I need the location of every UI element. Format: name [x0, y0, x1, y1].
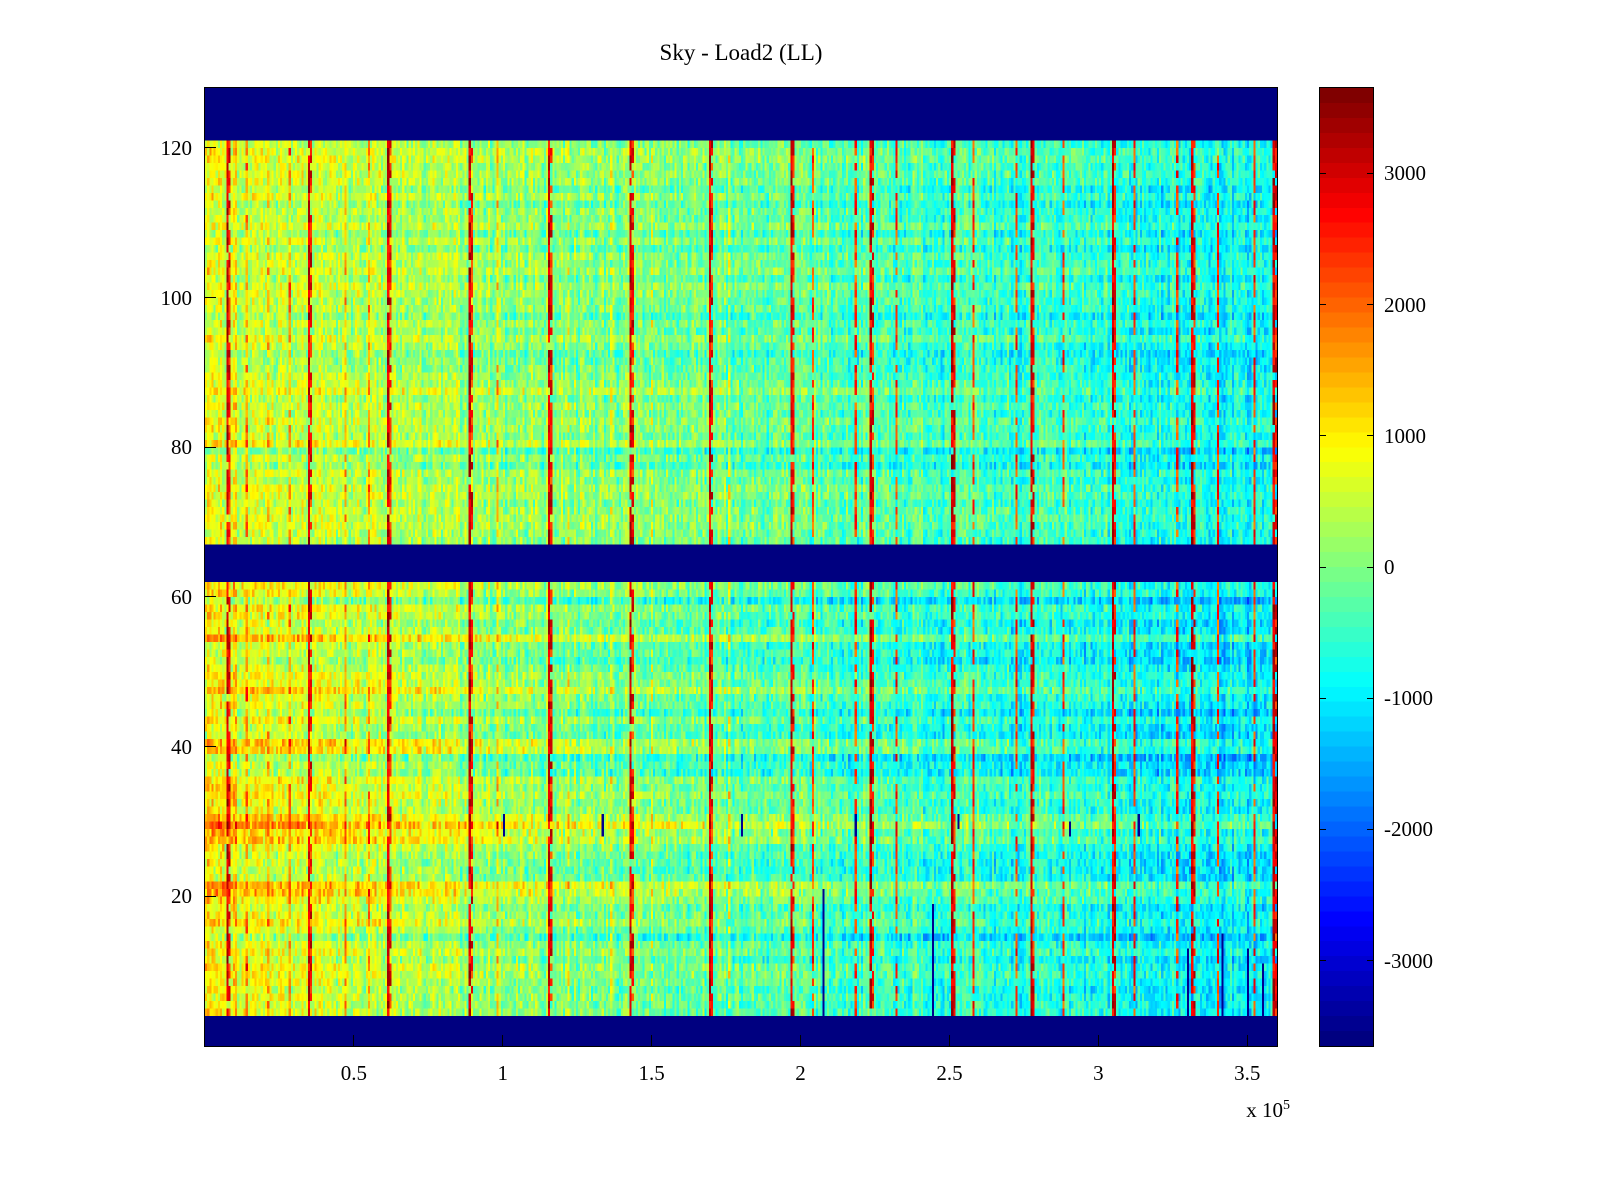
y-tick-label: 80: [171, 435, 192, 460]
heatmap-canvas: [204, 87, 1278, 1047]
x-exponent-power: 5: [1283, 1098, 1290, 1113]
colorbar-tick-label: -2000: [1384, 817, 1433, 842]
colorbar-tick-label: 3000: [1384, 161, 1426, 186]
y-tick-label: 40: [171, 734, 192, 759]
x-tick-label: 2.5: [936, 1061, 963, 1085]
colorbar-tick-label: 2000: [1384, 292, 1426, 317]
colorbar-tick-label: -3000: [1384, 948, 1433, 973]
x-tick-label: 1.5: [638, 1061, 665, 1085]
chart-title: Sky - Load2 (LL): [659, 40, 823, 65]
colorbar-tick-label: 1000: [1384, 423, 1426, 448]
x-tick-label: 3.5: [1234, 1061, 1261, 1085]
y-tick-label: 60: [171, 584, 192, 609]
colorbar-canvas: [1319, 87, 1374, 1047]
y-tick-label: 20: [171, 884, 192, 909]
x-axis-exponent-label: x 105: [1190, 1098, 1290, 1123]
colorbar-tick-label: 0: [1384, 555, 1395, 579]
y-tick-label: 120: [160, 135, 193, 160]
x-tick-label: 1: [497, 1061, 509, 1085]
x-tick-label: 3: [1093, 1061, 1104, 1085]
x-tick-label: 0.5: [340, 1061, 367, 1085]
x-exponent-base: x 10: [1246, 1098, 1283, 1122]
x-tick-label: 2: [795, 1061, 806, 1085]
y-tick-label: 100: [160, 285, 193, 310]
colorbar-tick-label: -1000: [1384, 686, 1433, 711]
